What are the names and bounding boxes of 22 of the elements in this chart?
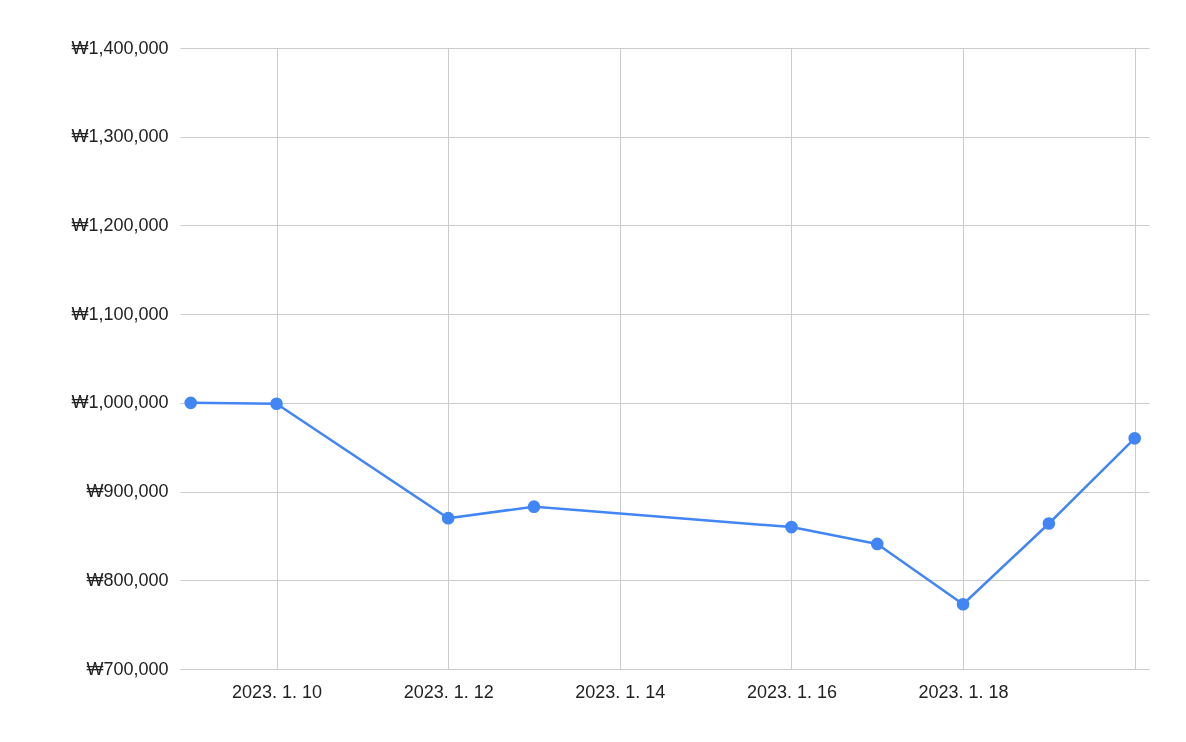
x-tick-label: 2023. 1. 12 [403,681,494,702]
y-tick-label: ₩700,000 [86,658,169,679]
point [785,520,798,534]
y-tick-label: ₩1,200,000 [71,214,169,235]
y-tick-label: ₩1,000,000 [71,392,169,413]
x-tick-label: 2023. 1. 16 [746,681,837,702]
point [1128,432,1142,445]
point [956,597,970,611]
point [441,511,455,525]
point [870,537,884,551]
point [527,500,541,513]
point [270,397,283,411]
x-tick-label: 2023. 1. 14 [575,681,666,702]
y-tick-label: ₩1,300,000 [71,126,169,147]
y-tick-label: ₩1,400,000 [71,37,169,58]
point [184,396,198,410]
y-tick-label: ₩1,100,000 [71,303,169,324]
y-tick-label: ₩800,000 [86,569,169,590]
x-tick-label: 2023. 1. 18 [918,681,1009,702]
x-tick-label: 2023. 1. 10 [232,681,323,702]
point [1042,517,1056,530]
y-tick-label: ₩900,000 [86,481,169,502]
